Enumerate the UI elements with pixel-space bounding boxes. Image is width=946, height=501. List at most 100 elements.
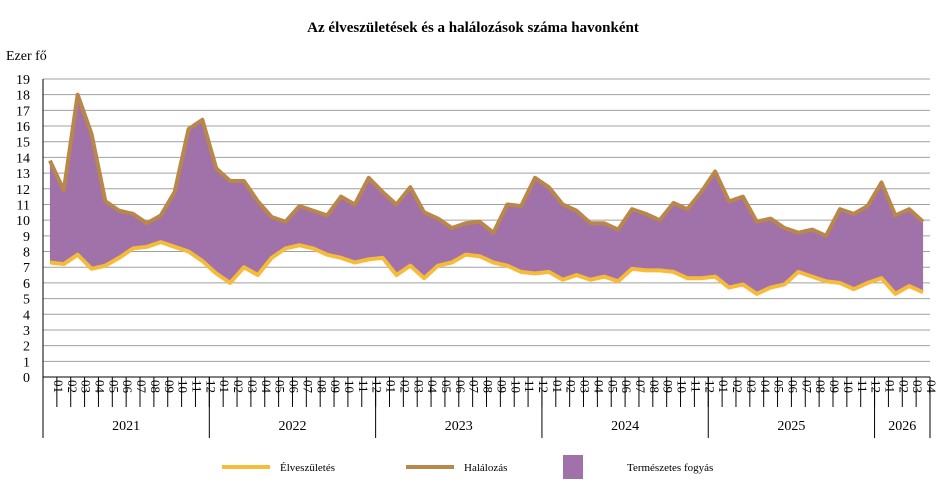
y-tick-label: 4 (23, 308, 30, 323)
x-tick-label: 11 (356, 380, 371, 393)
x-tick-label: 08 (813, 380, 828, 393)
x-tick-label: 02 (564, 380, 579, 393)
x-tick-label: 04 (758, 380, 773, 394)
x-tick-label: 12 (869, 380, 884, 393)
y-tick-label: 1 (23, 355, 30, 370)
y-tick-label: 15 (16, 136, 30, 151)
line (48, 92, 925, 238)
x-tick-label: 08 (148, 380, 163, 393)
y-tick-label: 17 (16, 104, 30, 119)
legend-label: Halálozás (464, 462, 507, 474)
x-tick-label: 08 (481, 380, 496, 393)
area (49, 94, 924, 294)
y-tick-label: 11 (17, 198, 30, 213)
x-tick-label: 11 (522, 380, 537, 393)
x-tick-label: 05 (439, 380, 454, 393)
x-tick-label: 03 (245, 380, 260, 393)
x-group-label: 2025 (777, 419, 805, 434)
legend-swatch (563, 455, 583, 479)
x-tick-label: 01 (882, 380, 897, 393)
x-tick-label: 07 (134, 380, 149, 394)
x-tick-label: 06 (619, 380, 634, 394)
x-tick-label: 11 (855, 380, 870, 393)
x-tick-label: 09 (827, 380, 842, 393)
y-tick-label: 5 (23, 293, 30, 308)
y-tick-label: 10 (16, 214, 30, 229)
x-group-label: 2024 (611, 419, 639, 434)
y-tick-label: 8 (23, 246, 30, 261)
x-tick-label: 07 (467, 380, 482, 394)
x-tick-label: 02 (730, 380, 745, 393)
x-tick-label: 03 (744, 380, 759, 393)
y-tick-label: 13 (16, 167, 30, 182)
y-tick-label: 16 (16, 120, 30, 135)
x-tick-label: 09 (328, 380, 343, 393)
x-tick-label: 05 (106, 380, 121, 393)
x-tick-label: 05 (273, 380, 288, 393)
x-tick-label: 07 (799, 380, 814, 394)
x-group-label: 2022 (278, 419, 306, 434)
x-tick-label: 03 (910, 380, 925, 393)
x-tick-label: 08 (647, 380, 662, 393)
line (49, 240, 924, 296)
y-tick-label: 19 (16, 73, 30, 88)
x-tick-label: 07 (300, 380, 315, 394)
x-group-label: 2021 (112, 419, 140, 434)
x-tick-label: 10 (176, 380, 191, 393)
x-tick-label: 11 (688, 380, 703, 393)
x-tick-label: 01 (51, 380, 66, 393)
x-tick-label: 11 (190, 380, 205, 393)
x-tick-label: 04 (259, 380, 274, 394)
x-tick-label: 09 (661, 380, 676, 393)
x-tick-label: 04 (93, 380, 108, 394)
legend-label: Természetes fogyás (627, 462, 713, 474)
x-tick-label: 08 (314, 380, 329, 393)
x-group-label: 2026 (888, 419, 916, 434)
x-tick-label: 02 (65, 380, 80, 393)
x-tick-label: 04 (425, 380, 440, 394)
y-tick-label: 14 (16, 151, 30, 166)
x-tick-label: 07 (633, 380, 648, 394)
x-tick-label: 03 (411, 380, 426, 393)
x-tick-label: 12 (702, 380, 717, 393)
x-tick-label: 10 (508, 380, 523, 393)
x-tick-label: 01 (550, 380, 565, 393)
x-tick-label: 01 (384, 380, 399, 393)
x-group-label: 2023 (445, 419, 473, 434)
x-tick-label: 12 (536, 380, 551, 393)
x-tick-label: 12 (370, 380, 385, 393)
x-tick-label: 09 (494, 380, 509, 393)
y-axis-label: Ezer fő (6, 49, 47, 64)
x-tick-label: 02 (231, 380, 246, 393)
x-tick-label: 03 (578, 380, 593, 393)
x-tick-label: 02 (397, 380, 412, 393)
x-tick-label: 09 (162, 380, 177, 393)
y-tick-label: 6 (23, 277, 30, 292)
y-tick-label: 2 (23, 340, 30, 355)
y-tick-label: 9 (23, 230, 30, 245)
y-tick-label: 18 (16, 89, 30, 104)
x-tick-label: 12 (203, 380, 218, 393)
x-tick-label: 06 (785, 380, 800, 394)
y-tick-label: 7 (23, 261, 30, 276)
x-tick-label: 04 (924, 380, 939, 394)
x-tick-label: 10 (841, 380, 856, 393)
x-tick-label: 04 (591, 380, 606, 394)
x-tick-label: 03 (79, 380, 94, 393)
x-tick-label: 01 (217, 380, 232, 393)
x-tick-label: 06 (453, 380, 468, 394)
legend-label: Élveszületés (280, 462, 335, 474)
y-tick-label: 0 (23, 371, 30, 386)
x-tick-label: 05 (605, 380, 620, 393)
x-tick-label: 10 (342, 380, 357, 393)
x-tick-label: 06 (120, 380, 135, 394)
x-tick-label: 05 (772, 380, 787, 393)
x-tick-label: 10 (675, 380, 690, 393)
x-tick-label: 02 (896, 380, 911, 393)
x-tick-label: 06 (287, 380, 302, 394)
y-tick-label: 12 (16, 183, 30, 198)
chart-title: Az élveszületések és a halálozások száma… (307, 20, 639, 36)
y-tick-label: 3 (23, 324, 30, 339)
x-tick-label: 01 (716, 380, 731, 393)
